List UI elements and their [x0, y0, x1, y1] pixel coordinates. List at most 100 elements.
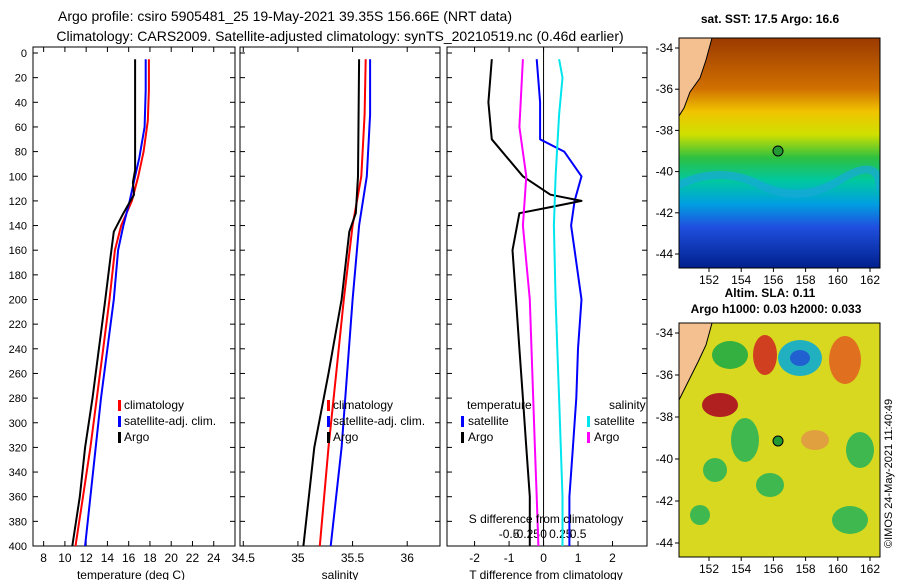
x-tick-label: 8: [40, 551, 47, 565]
depth-tick-label: 380: [9, 516, 27, 528]
title-line-1: Argo profile: csiro 5905481_25 19-May-20…: [58, 8, 512, 24]
sla-eddy: [846, 432, 874, 468]
depth-tick-label: 200: [9, 295, 27, 307]
sst-front: [679, 165, 880, 198]
depth-tick-label: 60: [15, 122, 27, 134]
difference-plot: -2 -1 0 1 2-0.5-0.25 0 0.250.5: [469, 47, 616, 565]
legend-t-satellite-swatch: [461, 416, 464, 427]
lon-tick-label: 154: [731, 562, 751, 576]
lon-tick-label: 156: [763, 562, 783, 576]
sst-map-frame: [678, 37, 881, 269]
s-difference-axis-label: S difference from climatology: [469, 512, 624, 526]
depth-tick-label: 100: [9, 171, 27, 183]
x-tick-label: 35.5: [341, 551, 365, 565]
legend-argo-label: Argo: [333, 430, 359, 444]
series-line-argo: [302, 59, 361, 547]
lat-tick-label: -36: [656, 82, 674, 96]
depth-tick-label: 40: [15, 97, 27, 109]
series-line-satellite-adj-clim-: [84, 59, 147, 547]
series-line-s-argo: [518, 59, 540, 547]
legend-satellite-swatch: [327, 416, 330, 427]
lat-tick-label: -38: [656, 410, 674, 424]
depth-tick-label: 300: [9, 418, 27, 430]
depth-tick-label: 140: [9, 221, 27, 233]
lat-tick-label: -40: [656, 165, 674, 179]
sla-eddy: [753, 335, 777, 375]
s-tick-label: -0.25: [513, 527, 541, 541]
legend-satellite-label: satellite-adj. clim.: [124, 414, 216, 428]
sst-coastline: [679, 38, 713, 117]
x-tick-label: 2: [609, 551, 616, 565]
sla-eddy: [731, 418, 759, 462]
salinity-legend: climatology satellite-adj. clim. Argo: [327, 398, 425, 444]
legend-s-argo-swatch: [587, 432, 590, 443]
series-line-t-satellite: [535, 59, 583, 546]
depth-axis: 0 20 40 60 80 100 120 140 160 180 200 220 240 260 280 3…: [9, 48, 647, 553]
sla-eddy: [712, 341, 748, 369]
salinity-plot: 34.5 35 35.5 36: [232, 47, 414, 565]
series-line-t-argo: [487, 59, 583, 546]
legend-salinity-title: salinity: [609, 398, 646, 412]
lon-tick-label: 154: [731, 273, 751, 287]
legend-satellite-swatch: [118, 416, 121, 427]
legend-temperature-title: temperature: [467, 398, 532, 412]
x-tick-label: 34.5: [232, 551, 256, 565]
sla-eddy: [703, 458, 727, 482]
sla-eddy: [790, 350, 810, 366]
sla-map: [679, 323, 880, 557]
series-line-argo: [71, 59, 137, 547]
depth-tick-label: 400: [9, 541, 27, 553]
salinity-axis-label: salinity: [322, 568, 359, 580]
lat-tick-label: -34: [656, 41, 674, 55]
depth-tick-label: 0: [21, 48, 27, 60]
legend-t-satellite-label: satellite: [468, 414, 509, 428]
x-tick-label: 10: [58, 551, 72, 565]
difference-legend: temperature salinity satellite Argo sate…: [461, 398, 646, 444]
sla-map-axes: -34 -36 -38 -40 -42 -44 152 154 156 158 160 162: [656, 326, 881, 576]
temperature-plot: 8 10 12 14 16 18 20 22 24: [40, 47, 221, 565]
x-tick-label: -2: [469, 551, 480, 565]
t-difference-axis-label: T difference from climatology: [469, 568, 623, 580]
legend-s-argo-label: Argo: [594, 430, 620, 444]
x-tick-label: -1: [504, 551, 515, 565]
lon-tick-label: 162: [860, 273, 880, 287]
lon-tick-label: 152: [699, 562, 719, 576]
sla-eddy: [702, 393, 738, 417]
lon-tick-label: 158: [796, 273, 816, 287]
depth-tick-label: 360: [9, 492, 27, 504]
credit-text: ©IMOS 24-May-2021 11:40:49: [883, 399, 895, 548]
sla-eddy: [801, 430, 829, 450]
lon-tick-label: 160: [828, 562, 848, 576]
x-tick-label: 16: [122, 551, 136, 565]
lon-tick-label: 152: [699, 273, 719, 287]
legend-satellite-label: satellite-adj. clim.: [333, 414, 425, 428]
salinity-panel-frame: [239, 46, 441, 547]
lat-tick-label: -42: [656, 494, 674, 508]
legend-t-argo-swatch: [461, 432, 464, 443]
legend-argo-swatch: [327, 432, 330, 443]
sla-map-title-1: Altim. SLA: 0.11: [725, 286, 816, 300]
title-line-2: Climatology: CARS2009. Satellite-adjuste…: [56, 28, 623, 44]
x-tick-label: 0: [540, 551, 547, 565]
depth-tick-label: 20: [15, 73, 27, 85]
sst-map-title: sat. SST: 17.5 Argo: 16.6: [701, 12, 840, 26]
depth-tick-label: 160: [9, 245, 27, 257]
depth-tick-label: 80: [15, 147, 27, 159]
lat-tick-label: -44: [656, 247, 674, 261]
x-tick-label: 14: [101, 551, 115, 565]
sst-land: [679, 38, 712, 116]
x-tick-label: 24: [207, 551, 221, 565]
s-tick-label: 0: [540, 527, 547, 541]
sla-land: [679, 323, 712, 400]
lon-tick-label: 156: [763, 273, 783, 287]
sla-eddy: [832, 506, 868, 534]
temperature-panel-frame: [32, 46, 236, 547]
sla-eddy: [756, 473, 784, 497]
lat-tick-label: -40: [656, 452, 674, 466]
lat-tick-label: -34: [656, 326, 674, 340]
series-line-satellite-adj-clim-: [329, 59, 372, 547]
legend-argo-label: Argo: [124, 430, 150, 444]
legend-s-satellite-label: satellite: [594, 414, 635, 428]
x-tick-label: 22: [186, 551, 200, 565]
